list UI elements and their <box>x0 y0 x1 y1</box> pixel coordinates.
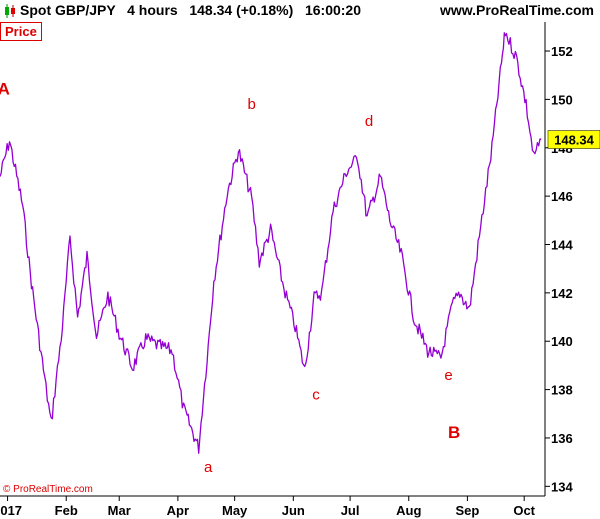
y-tick-label: 144 <box>551 237 573 252</box>
x-tick-label: Oct <box>513 503 535 518</box>
y-tick-label: 136 <box>551 431 573 446</box>
time: 16:00:20 <box>304 2 361 18</box>
x-tick-label: Aug <box>396 503 421 518</box>
x-tick-label: Jun <box>282 503 305 518</box>
header-info: Spot GBP/JPY 4 hours 148.34 (+0.18%) 16:… <box>20 2 361 18</box>
candlestick-icon <box>5 4 15 18</box>
y-tick-label: 140 <box>551 334 573 349</box>
copyright: © ProRealTime.com <box>3 484 93 495</box>
last-price-badge-bg <box>547 130 600 149</box>
x-tick-label: Jul <box>341 503 360 518</box>
wave-label: A <box>0 80 10 99</box>
annotations: Aa b c d e B <box>0 80 460 476</box>
change: (+0.18%) <box>236 2 294 18</box>
last-price-label: 148.34 <box>554 133 595 148</box>
x-tick-label: Apr <box>167 503 189 518</box>
y-tick-label: 146 <box>551 189 573 204</box>
x-tick-label: May <box>222 503 248 518</box>
x-tick-label: Sep <box>455 503 479 518</box>
y-ticks: 134136138140142144146148150152 <box>545 44 573 494</box>
y-tick-label: 152 <box>551 44 573 59</box>
wave-label: a <box>204 459 213 476</box>
y-tick-label: 134 <box>551 479 573 494</box>
x-tick-label: Feb <box>55 503 78 518</box>
chart-header: Spot GBP/JPY 4 hours 148.34 (+0.18%) 16:… <box>0 0 600 22</box>
wave-label: b <box>248 96 256 113</box>
wave-label: d <box>365 113 373 130</box>
series-line <box>0 32 542 454</box>
last-price: 148.34 <box>189 2 233 18</box>
plot-area <box>0 32 542 454</box>
wave-label: B <box>448 423 460 442</box>
wave-label: e <box>444 367 452 384</box>
last-price-badge: 148.34 <box>547 130 600 149</box>
x-tick-label: Mar <box>108 503 131 518</box>
site-url[interactable]: www.ProRealTime.com <box>439 2 594 18</box>
price-tab[interactable]: Price <box>0 22 42 41</box>
y-tick-label: 142 <box>551 286 573 301</box>
interval: 4 hours <box>127 2 178 18</box>
wave-label: c <box>312 386 320 403</box>
y-tick-label: 138 <box>551 383 573 398</box>
y-tick-label: 150 <box>551 92 573 107</box>
symbol: Spot GBP/JPY <box>20 2 116 18</box>
